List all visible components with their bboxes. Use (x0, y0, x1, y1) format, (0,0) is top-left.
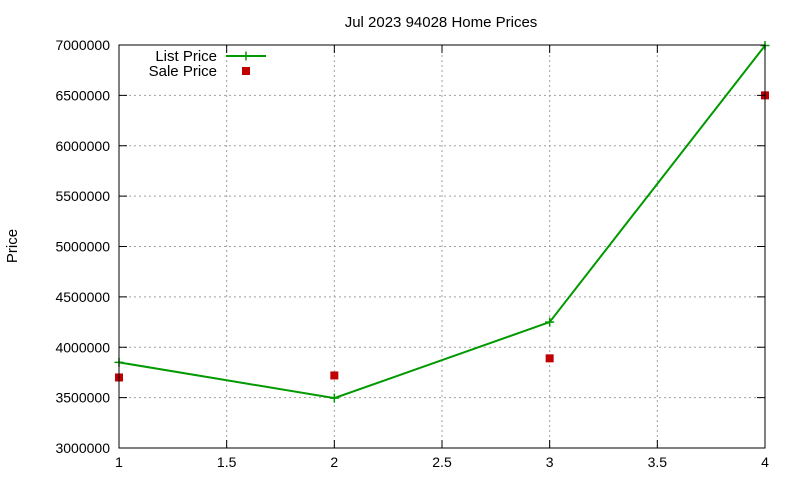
x-tick-label: 3.5 (648, 454, 668, 470)
y-tick-label: 4500000 (55, 289, 110, 305)
series-line (118, 44, 766, 400)
legend-label: Sale Price (149, 63, 217, 80)
data-point (329, 393, 339, 403)
data-point (330, 371, 339, 380)
y-axis-label: Price (4, 229, 21, 263)
legend-label: List Price (155, 48, 217, 65)
y-tick-label: 6500000 (55, 87, 110, 103)
y-tick-label: 3500000 (55, 390, 110, 406)
x-tick-label: 3 (546, 454, 554, 470)
legend-marker (241, 51, 251, 61)
x-tick-label: 2 (330, 454, 338, 470)
x-tick-label: 2.5 (432, 454, 452, 470)
y-tick-label: 5500000 (55, 188, 110, 204)
chart-title: Jul 2023 94028 Home Prices (345, 14, 538, 31)
legend-marker (242, 67, 250, 75)
data-point (545, 354, 554, 363)
data-point (545, 317, 555, 327)
x-tick-label: 1 (115, 454, 123, 470)
y-tick-label: 4000000 (55, 339, 110, 355)
axis-ticks: 3000000 3500000 4000000 4500000 5000000 55000… (55, 37, 769, 470)
y-tick-label: 6000000 (55, 138, 110, 154)
grid (119, 45, 765, 448)
y-tick-label: 7000000 (55, 37, 110, 53)
x-tick-label: 4 (761, 454, 769, 470)
y-tick-label: 3000000 (55, 440, 110, 456)
x-tick-label: 1.5 (217, 454, 237, 470)
y-tick-label: 5000000 (55, 239, 110, 255)
